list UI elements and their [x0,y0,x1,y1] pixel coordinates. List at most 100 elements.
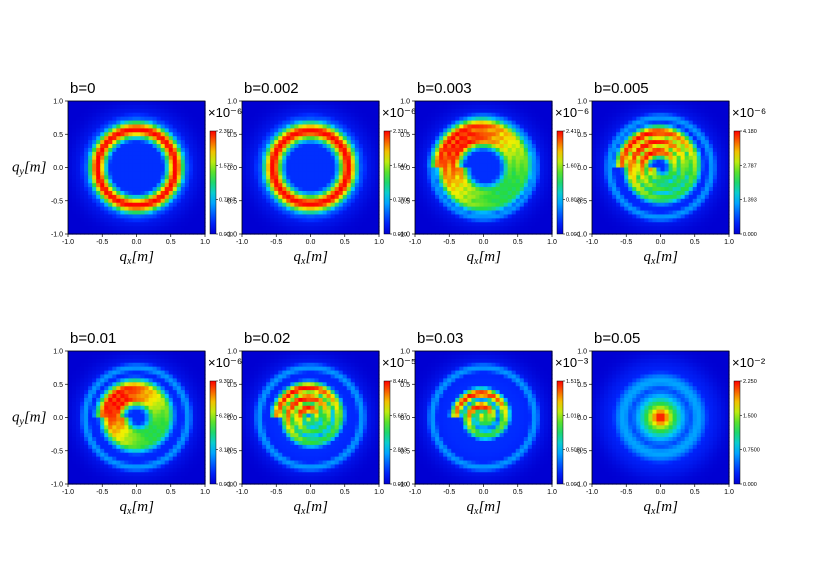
heatmap-cell [720,104,726,110]
heatmap-cell [459,128,464,133]
heatmap-cell [270,101,275,106]
heatmap-cell [596,222,601,227]
heatmap-cell [688,210,694,216]
heatmap-cell [196,230,202,235]
heatmap-cell [346,218,352,223]
heatmap-cell [612,132,617,137]
heatmap-cell [459,171,464,176]
heatmap-cell [160,116,166,122]
heatmap-cell [242,147,247,153]
heatmap-cell [668,112,674,118]
heatmap-cell [350,136,356,141]
heatmap-cell [495,104,501,110]
heatmap-cell [278,187,283,192]
heatmap-cell [467,112,473,118]
heatmap-cell [447,167,452,173]
heatmap-cell [644,128,650,133]
heatmap-cell [88,425,93,430]
heatmap-cell [592,226,597,231]
heatmap-cell [258,202,263,208]
heatmap-cell [358,167,364,173]
heatmap-cell [84,116,89,122]
heatmap-cell [262,101,267,106]
heatmap-cell [108,151,113,157]
heatmap-cell [620,179,625,184]
heatmap-cell [684,151,690,157]
heatmap-cell [423,218,428,223]
heatmap-cell [704,116,710,122]
heatmap-cell [84,480,89,485]
heatmap-cell [644,155,650,161]
heatmap-cell [692,187,698,192]
heatmap-cell [632,132,637,137]
heatmap-cell [262,132,267,137]
heatmap-cell [415,163,420,169]
heatmap-cell [76,218,81,223]
heatmap-cell [704,214,710,219]
heatmap-cell [475,101,481,106]
heatmap-cell [374,230,380,235]
heatmap-cell [535,183,541,188]
heatmap-cell [676,155,682,161]
heatmap-cell [270,218,275,223]
heatmap-cell [370,210,376,216]
heatmap-cell [547,206,553,212]
heatmap-cell [632,210,637,216]
heatmap-cell [720,132,726,137]
heatmap-cell [362,167,368,173]
heatmap-cell [596,159,601,165]
heatmap-cell [108,171,113,176]
heatmap-cell [680,171,686,176]
heatmap-cell [491,136,497,141]
heatmap-cell [322,167,328,173]
heatmap-cell [306,132,312,137]
heatmap-cell [88,456,93,462]
heatmap-cell [539,144,545,149]
heatmap-cell [266,147,271,153]
heatmap-cell [270,128,275,133]
heatmap-cell [374,159,380,165]
heatmap-cell [712,194,718,200]
heatmap-cell [72,132,77,137]
heatmap-cell [648,202,654,208]
heatmap-cell [136,128,142,133]
heatmap-cell [196,218,202,223]
heatmap-cell [258,120,263,126]
heatmap-cell [302,108,308,114]
heatmap-cell [330,101,336,106]
heatmap-cell [140,101,146,106]
heatmap-cell [503,124,509,129]
heatmap-cell [168,124,174,129]
heatmap-cell [80,362,85,368]
heatmap-cell [676,171,682,176]
heatmap-cell [604,101,609,106]
heatmap-cell [447,144,452,149]
heatmap-cell [495,128,501,133]
heatmap-cell [92,394,97,399]
heatmap-cell [286,194,291,200]
heatmap-cell [96,155,101,161]
heatmap-cell [270,120,275,126]
heatmap-cell [188,183,194,188]
heatmap-cell [274,101,279,106]
heatmap-cell [242,104,247,110]
heatmap-cell [112,167,117,173]
heatmap-cell [616,159,621,165]
heatmap-cell [286,101,291,106]
heatmap-cell [136,175,142,180]
heatmap-cell [495,206,501,212]
heatmap-cell [326,108,332,114]
heatmap-cell [443,222,448,227]
heatmap-cell [168,120,174,126]
heatmap-cell [712,198,718,204]
heatmap-cell [112,202,117,208]
heatmap-cell [700,108,706,114]
heatmap-cell [596,226,601,231]
heatmap-cell [80,206,85,212]
heatmap-cell [346,159,352,165]
heatmap-cell [68,136,73,141]
heatmap-cell [112,151,117,157]
heatmap-cell [306,167,312,173]
heatmap-cell [92,366,97,372]
heatmap-cell [108,144,113,149]
